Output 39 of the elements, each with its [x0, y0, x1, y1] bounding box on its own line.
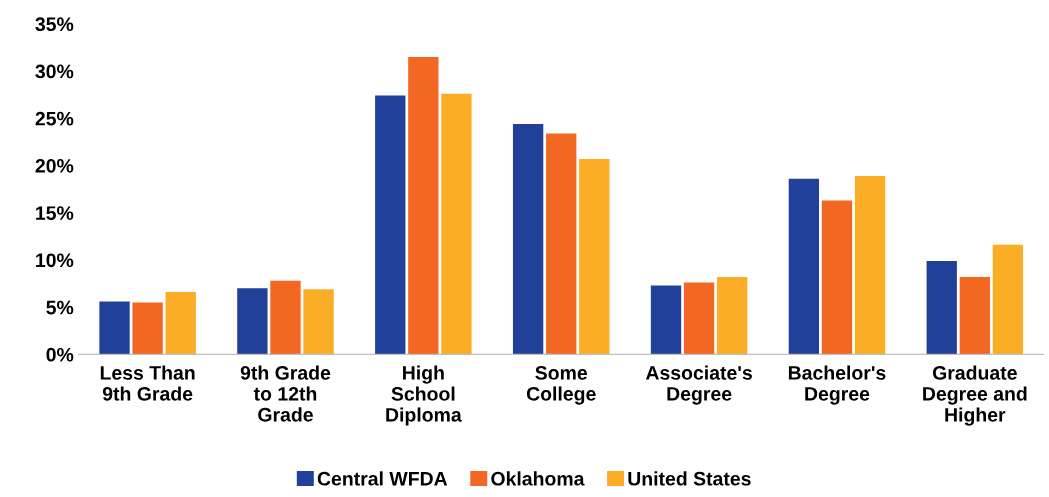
bar — [408, 56, 439, 355]
bar — [992, 244, 1024, 355]
bar — [303, 289, 334, 355]
x-tick-label: Some College — [526, 365, 596, 405]
bar — [375, 95, 406, 355]
bar — [132, 302, 163, 355]
x-tick-label: Graduate Degree and Higher — [923, 365, 1027, 426]
bar — [926, 260, 957, 355]
x-tick-label: Bachelor's Degree — [788, 365, 886, 405]
bar — [165, 292, 196, 355]
bar — [959, 276, 990, 355]
bar — [717, 276, 748, 355]
bar — [579, 158, 610, 355]
y-tick-label: 0% — [46, 347, 74, 362]
legend-label: United States — [628, 471, 751, 486]
bar — [650, 285, 682, 355]
bar — [854, 175, 886, 355]
bar — [99, 301, 130, 355]
y-tick-label: 15% — [36, 206, 74, 220]
bar — [441, 93, 472, 355]
y-tick-label: 30% — [35, 64, 74, 79]
y-tick-label: 10% — [36, 253, 74, 268]
y-tick-label: 25% — [35, 111, 74, 126]
bar — [270, 280, 301, 355]
x-tick-label: Less Than 9th Grade — [100, 365, 195, 401]
x-tick-label: 9th Grade to 12th Grade — [240, 365, 331, 422]
bar — [237, 288, 268, 355]
bar — [512, 123, 544, 355]
bar — [788, 178, 820, 355]
legend-label: Central WFDA — [317, 471, 448, 486]
legend-label: Oklahoma — [491, 471, 585, 486]
bar — [546, 133, 577, 355]
y-tick-label: 20% — [35, 158, 74, 173]
bar — [683, 282, 715, 355]
x-tick-label: Associate's Degree — [645, 365, 752, 405]
bar — [821, 200, 853, 355]
y-tick-label: 5% — [46, 300, 74, 315]
y-tick-label: 35% — [35, 17, 74, 32]
x-tick-label: High School Diploma — [386, 365, 462, 426]
